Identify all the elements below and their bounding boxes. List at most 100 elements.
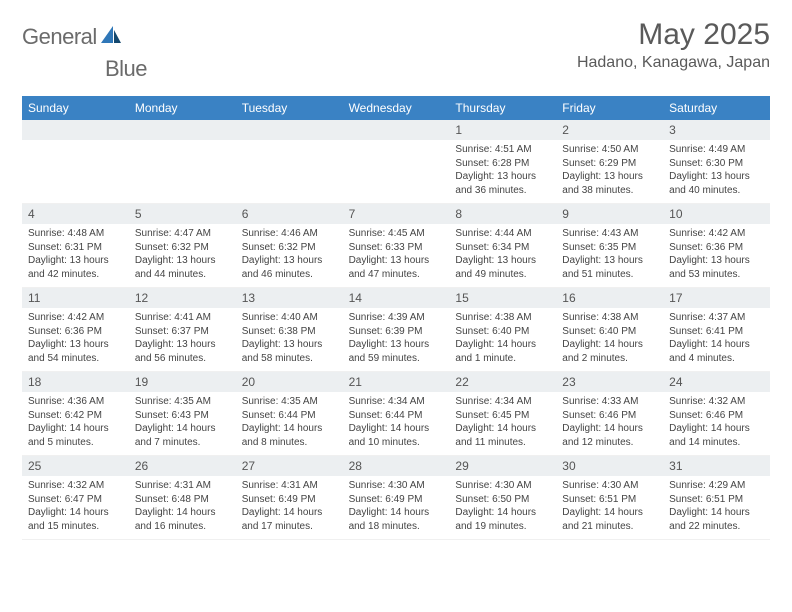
detail-line: Sunrise: 4:30 AM: [455, 479, 550, 493]
detail-line: and 15 minutes.: [28, 520, 123, 534]
day-detail-row: Sunrise: 4:36 AMSunset: 6:42 PMDaylight:…: [22, 392, 770, 456]
detail-line: Sunrise: 4:47 AM: [135, 227, 230, 241]
detail-line: and 5 minutes.: [28, 436, 123, 450]
detail-line: Sunset: 6:46 PM: [669, 409, 764, 423]
detail-line: Sunset: 6:34 PM: [455, 241, 550, 255]
detail-line: and 11 minutes.: [455, 436, 550, 450]
day-header: Saturday: [663, 96, 770, 120]
detail-line: Daylight: 14 hours: [669, 506, 764, 520]
day-detail: Sunrise: 4:29 AMSunset: 6:51 PMDaylight:…: [663, 476, 770, 539]
day-number: 26: [129, 456, 236, 476]
day-number: 31: [663, 456, 770, 476]
day-number: 14: [343, 288, 450, 308]
detail-line: Sunrise: 4:30 AM: [349, 479, 444, 493]
day-number: 7: [343, 204, 450, 224]
detail-line: Sunset: 6:44 PM: [242, 409, 337, 423]
day-detail: Sunrise: 4:34 AMSunset: 6:44 PMDaylight:…: [343, 392, 450, 455]
day-detail: Sunrise: 4:31 AMSunset: 6:49 PMDaylight:…: [236, 476, 343, 539]
day-number: 3: [663, 120, 770, 140]
calendar-page: General May 2025 Hadano, Kanagawa, Japan…: [0, 0, 792, 558]
detail-line: and 1 minute.: [455, 352, 550, 366]
day-number: 11: [22, 288, 129, 308]
detail-line: Daylight: 14 hours: [562, 506, 657, 520]
detail-line: and 22 minutes.: [669, 520, 764, 534]
detail-line: Sunrise: 4:31 AM: [242, 479, 337, 493]
day-detail: Sunrise: 4:47 AMSunset: 6:32 PMDaylight:…: [129, 224, 236, 287]
detail-line: Sunset: 6:50 PM: [455, 493, 550, 507]
detail-line: and 47 minutes.: [349, 268, 444, 282]
detail-line: Daylight: 13 hours: [349, 338, 444, 352]
detail-line: Sunset: 6:49 PM: [242, 493, 337, 507]
location: Hadano, Kanagawa, Japan: [577, 54, 770, 72]
detail-line: Sunrise: 4:34 AM: [455, 395, 550, 409]
detail-line: and 51 minutes.: [562, 268, 657, 282]
detail-line: Daylight: 13 hours: [349, 254, 444, 268]
detail-line: Daylight: 14 hours: [242, 506, 337, 520]
detail-line: and 19 minutes.: [455, 520, 550, 534]
detail-line: Sunrise: 4:33 AM: [562, 395, 657, 409]
day-header: Sunday: [22, 96, 129, 120]
day-detail: Sunrise: 4:51 AMSunset: 6:28 PMDaylight:…: [449, 140, 556, 203]
day-detail: Sunrise: 4:31 AMSunset: 6:48 PMDaylight:…: [129, 476, 236, 539]
day-detail: Sunrise: 4:45 AMSunset: 6:33 PMDaylight:…: [343, 224, 450, 287]
detail-line: and 59 minutes.: [349, 352, 444, 366]
detail-line: and 40 minutes.: [669, 184, 764, 198]
day-detail: Sunrise: 4:38 AMSunset: 6:40 PMDaylight:…: [449, 308, 556, 371]
detail-line: Daylight: 13 hours: [28, 338, 123, 352]
detail-line: Daylight: 14 hours: [455, 422, 550, 436]
day-number: 9: [556, 204, 663, 224]
detail-line: Daylight: 14 hours: [349, 422, 444, 436]
day-detail: Sunrise: 4:41 AMSunset: 6:37 PMDaylight:…: [129, 308, 236, 371]
day-detail: Sunrise: 4:46 AMSunset: 6:32 PMDaylight:…: [236, 224, 343, 287]
day-header: Wednesday: [343, 96, 450, 120]
detail-line: Sunrise: 4:43 AM: [562, 227, 657, 241]
detail-line: and 8 minutes.: [242, 436, 337, 450]
day-detail-row: Sunrise: 4:48 AMSunset: 6:31 PMDaylight:…: [22, 224, 770, 288]
detail-line: Sunrise: 4:40 AM: [242, 311, 337, 325]
day-header: Friday: [556, 96, 663, 120]
day-number: 30: [556, 456, 663, 476]
detail-line: Sunset: 6:29 PM: [562, 157, 657, 171]
detail-line: Sunset: 6:47 PM: [28, 493, 123, 507]
detail-line: and 54 minutes.: [28, 352, 123, 366]
day-detail: Sunrise: 4:32 AMSunset: 6:46 PMDaylight:…: [663, 392, 770, 455]
detail-line: Sunrise: 4:31 AM: [135, 479, 230, 493]
day-number: 1: [449, 120, 556, 140]
day-number: 13: [236, 288, 343, 308]
day-detail: Sunrise: 4:50 AMSunset: 6:29 PMDaylight:…: [556, 140, 663, 203]
day-detail: [22, 140, 129, 203]
logo-text-blue: Blue: [105, 56, 147, 81]
detail-line: Sunrise: 4:45 AM: [349, 227, 444, 241]
logo: General: [22, 24, 124, 50]
day-header: Monday: [129, 96, 236, 120]
detail-line: and 36 minutes.: [455, 184, 550, 198]
detail-line: Daylight: 13 hours: [669, 254, 764, 268]
detail-line: Sunrise: 4:51 AM: [455, 143, 550, 157]
detail-line: Sunset: 6:36 PM: [28, 325, 123, 339]
detail-line: Sunset: 6:32 PM: [242, 241, 337, 255]
detail-line: Daylight: 13 hours: [242, 254, 337, 268]
day-number-row: 123: [22, 120, 770, 140]
day-number: 28: [343, 456, 450, 476]
day-detail: [343, 140, 450, 203]
logo-text-general: General: [22, 24, 97, 50]
day-number: 5: [129, 204, 236, 224]
detail-line: Daylight: 13 hours: [669, 170, 764, 184]
detail-line: and 21 minutes.: [562, 520, 657, 534]
day-number: 19: [129, 372, 236, 392]
day-detail: Sunrise: 4:44 AMSunset: 6:34 PMDaylight:…: [449, 224, 556, 287]
detail-line: and 16 minutes.: [135, 520, 230, 534]
day-detail: Sunrise: 4:39 AMSunset: 6:39 PMDaylight:…: [343, 308, 450, 371]
day-number: 20: [236, 372, 343, 392]
detail-line: Daylight: 14 hours: [562, 422, 657, 436]
detail-line: Sunset: 6:39 PM: [349, 325, 444, 339]
day-number: 25: [22, 456, 129, 476]
detail-line: Daylight: 14 hours: [349, 506, 444, 520]
day-number: 4: [22, 204, 129, 224]
detail-line: Sunset: 6:31 PM: [28, 241, 123, 255]
detail-line: Sunset: 6:46 PM: [562, 409, 657, 423]
day-number: 27: [236, 456, 343, 476]
day-number: 22: [449, 372, 556, 392]
detail-line: Daylight: 14 hours: [242, 422, 337, 436]
detail-line: Daylight: 13 hours: [135, 254, 230, 268]
